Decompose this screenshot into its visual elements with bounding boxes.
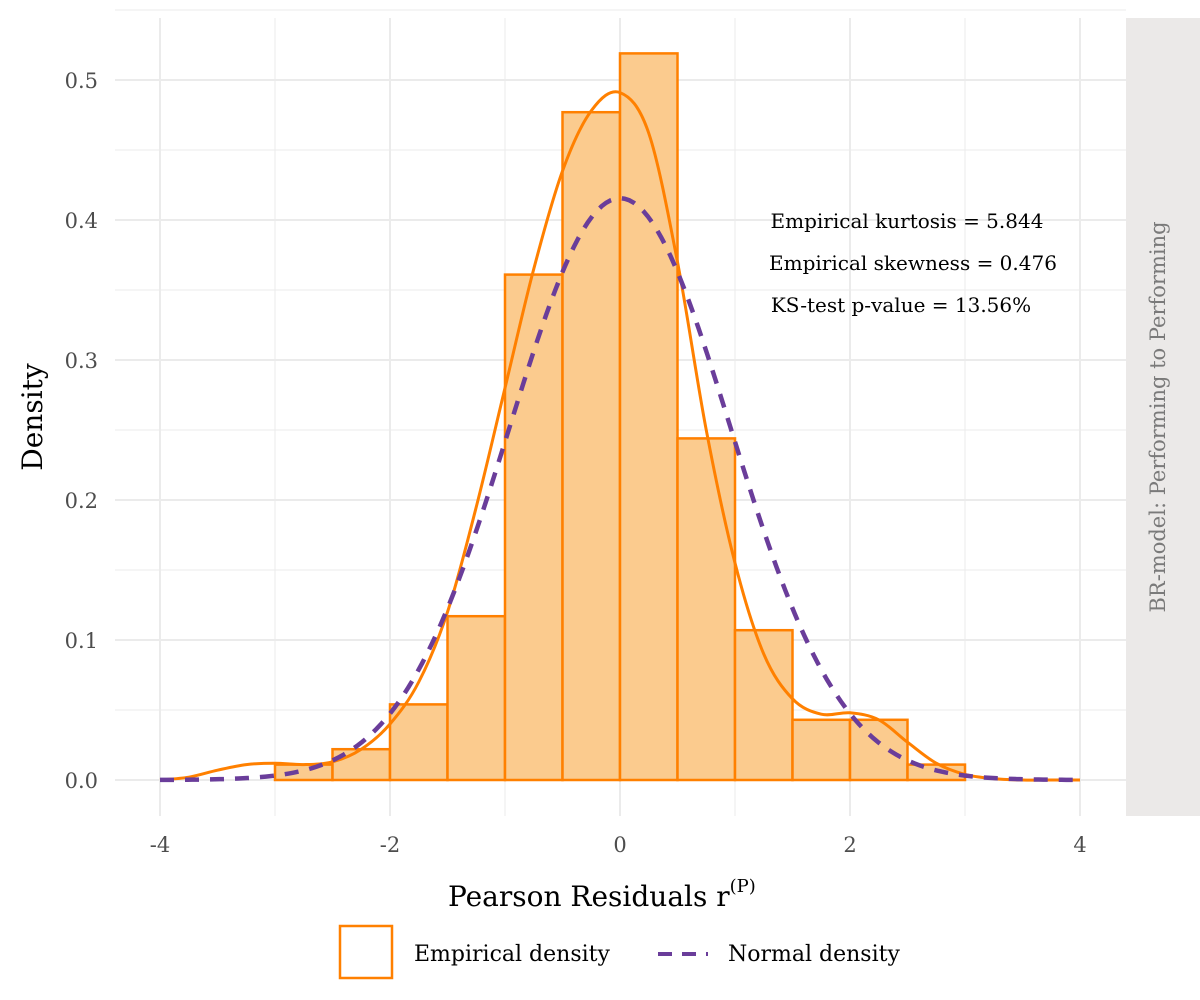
annotation-ks-test: KS-test p-value = 13.56% [771,293,1031,317]
y-tick-label: 0.2 [65,489,98,513]
histogram-bar [446,614,507,782]
x-axis-title-main: Pearson Residuals r [448,880,730,913]
facet-strip-label: BR-model: Performing to Performing [1146,221,1170,612]
y-tick-label: 0.3 [65,349,98,373]
histogram-bar [848,718,909,782]
histogram-bar [618,52,679,782]
histogram-bars [273,52,967,782]
x-axis-title: Pearson Residuals r(P) [448,876,756,913]
histogram-bar [676,437,737,782]
x-axis-ticks: -4 -2 0 2 4 [150,833,1087,857]
facet-strip [1126,18,1200,816]
empirical-density-line [159,90,1080,782]
y-tick-label: 0.0 [65,769,98,793]
annotation-skewness: Empirical skewness = 0.476 [769,251,1057,275]
y-axis-ticks: 0.0 0.1 0.2 0.3 0.4 0.5 [65,69,98,793]
legend-label-normal: Normal density [728,942,900,967]
x-tick-label: 2 [843,833,856,857]
x-tick-label: -2 [380,833,400,857]
histogram-bar [273,763,334,782]
annotation-kurtosis: Empirical kurtosis = 5.844 [771,209,1044,233]
x-tick-label: 4 [1073,833,1086,857]
legend-label-empirical: Empirical density [414,942,610,967]
y-tick-label: 0.1 [65,629,98,653]
histogram-bar [791,718,852,782]
histogram-bar [561,110,622,782]
x-tick-label: -4 [150,833,170,857]
density-lines [159,90,1081,783]
legend: Empirical density Normal density [338,924,900,980]
y-axis-title: Density [16,363,49,471]
normal-density-line [159,195,1081,783]
legend-key-empirical [338,924,394,980]
y-tick-label: 0.4 [65,209,98,233]
y-tick-label: 0.5 [65,69,98,93]
x-tick-label: 0 [613,833,626,857]
x-axis-title-superscript: (P) [730,876,756,897]
